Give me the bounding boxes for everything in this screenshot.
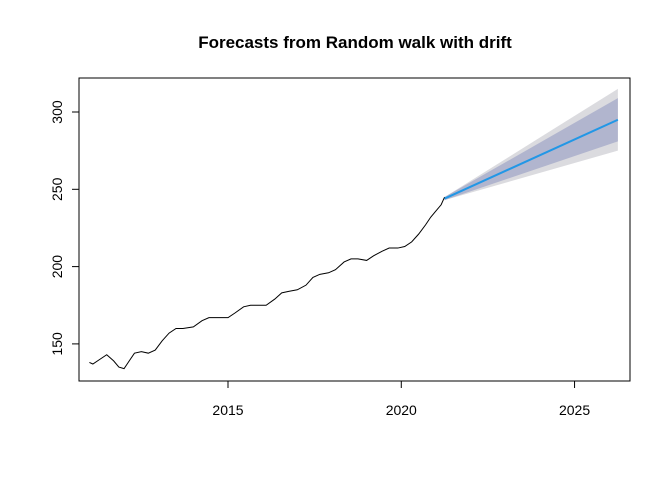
x-axis: 2015 2020 2025 bbox=[212, 380, 590, 418]
x-tick-label: 2015 bbox=[212, 402, 243, 418]
y-tick-label: 200 bbox=[49, 255, 65, 279]
y-axis: 150 200 250 300 bbox=[49, 100, 80, 356]
prediction-interval-80-band bbox=[444, 98, 618, 201]
forecast-mean-line bbox=[444, 118, 619, 200]
history-series-line bbox=[89, 196, 446, 370]
y-tick-label: 150 bbox=[49, 332, 65, 356]
plot-frame bbox=[78, 77, 631, 382]
chart-title: Forecasts from Random walk with drift bbox=[198, 33, 512, 52]
y-tick-label: 250 bbox=[49, 177, 65, 201]
y-tick-label: 300 bbox=[49, 100, 65, 124]
x-tick-label: 2020 bbox=[386, 402, 417, 418]
x-tick-label: 2025 bbox=[559, 402, 590, 418]
